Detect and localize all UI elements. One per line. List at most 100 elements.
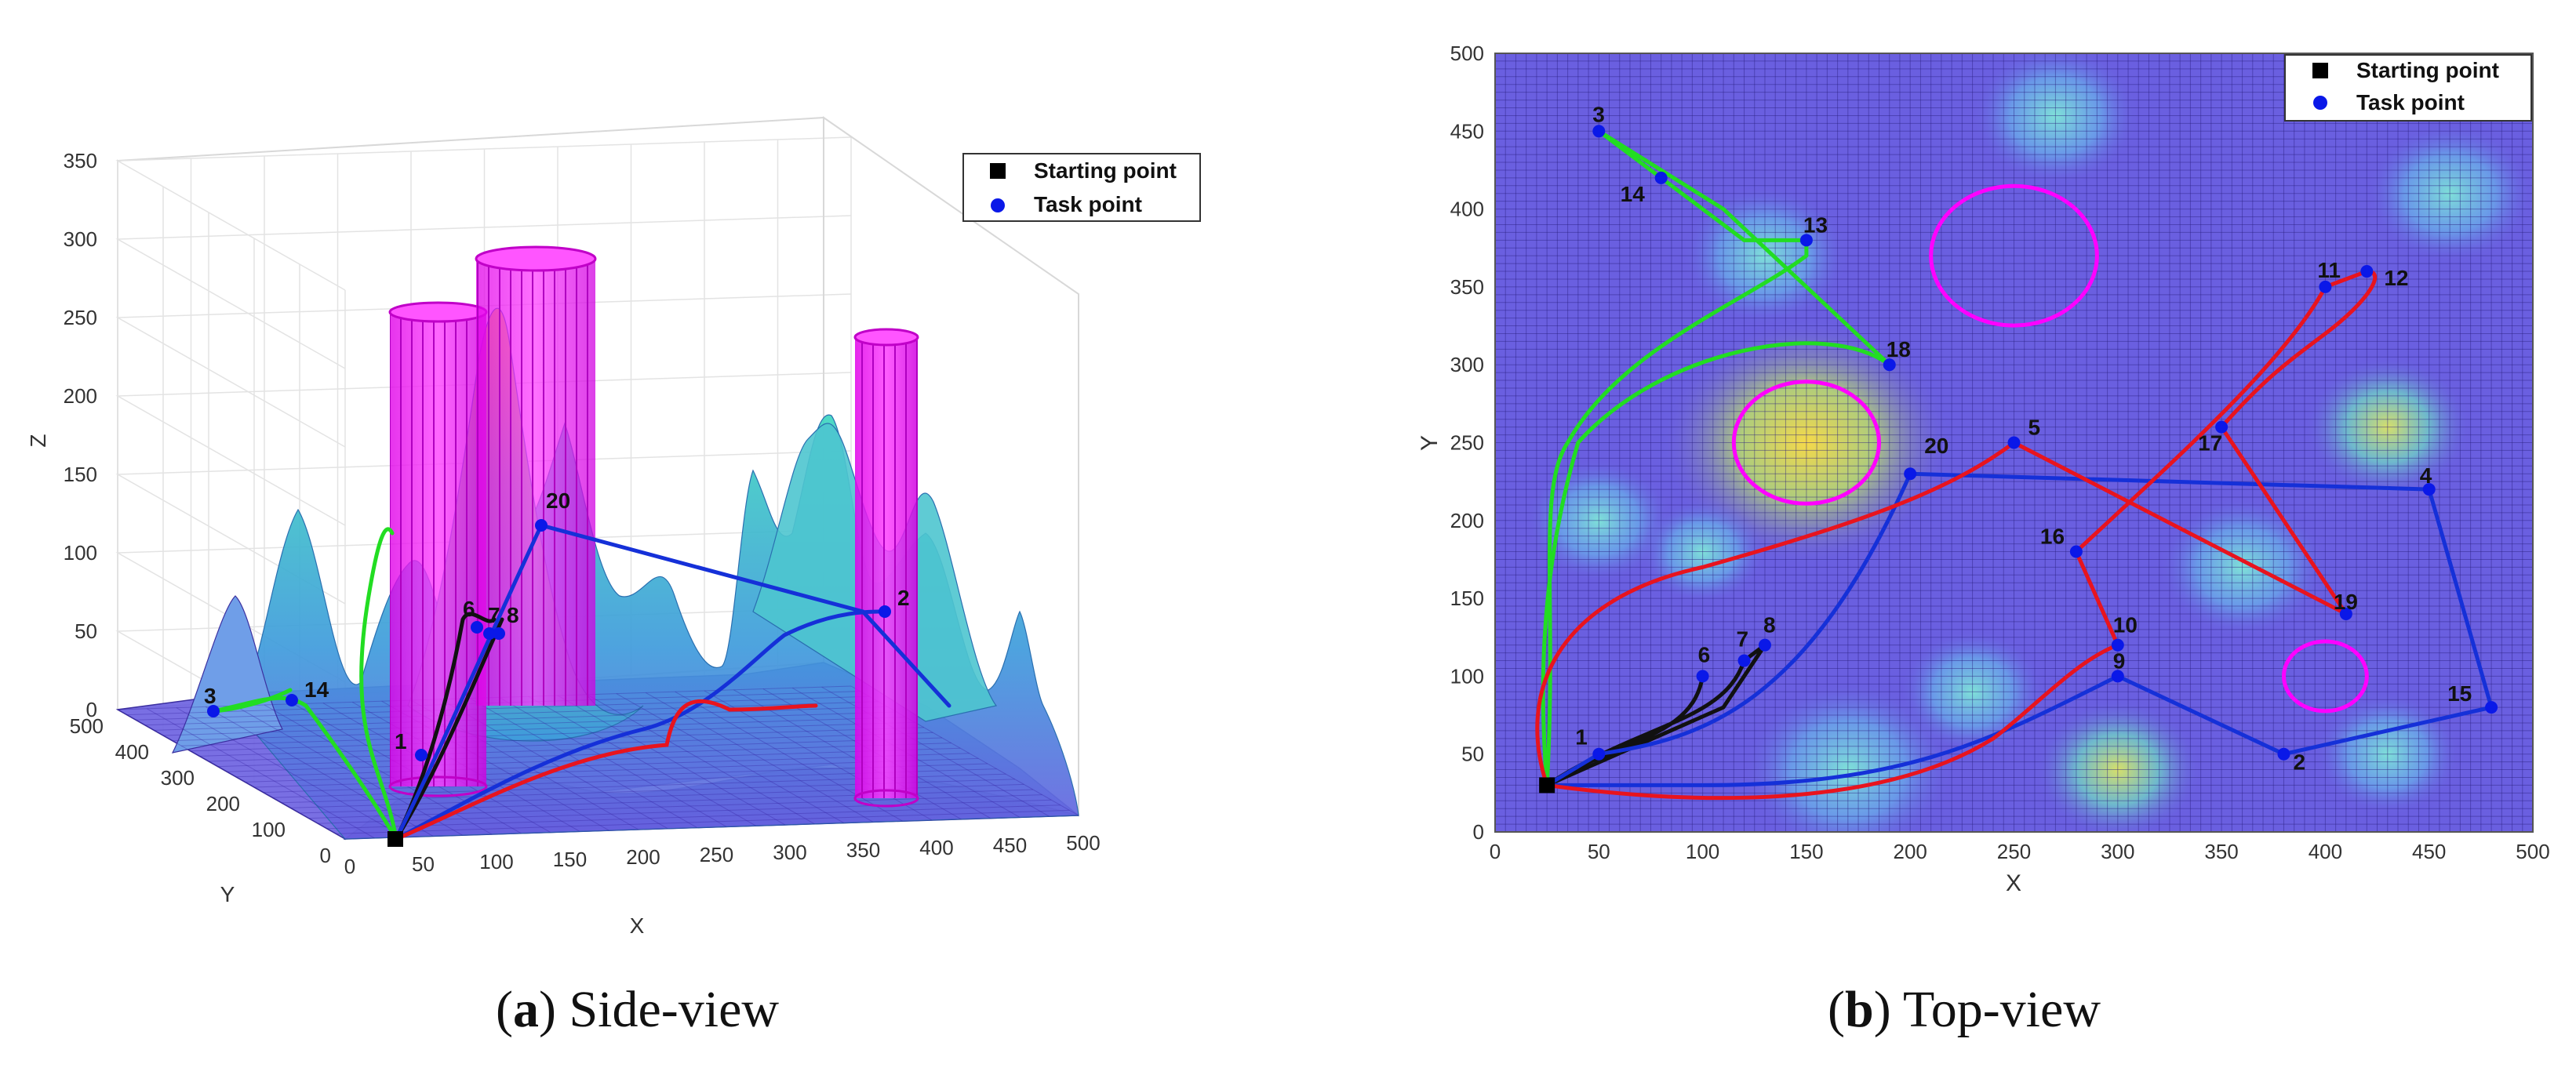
top-ytick: 0: [1473, 820, 1484, 844]
side-xtick: 300: [773, 841, 806, 864]
top-legend-start-marker: [2312, 63, 2328, 78]
mesh-line: [528, 695, 756, 826]
top-xtick: 150: [1789, 840, 1823, 863]
side-task-point-label-14: 14: [304, 677, 329, 702]
side-task-point-label-8: 8: [507, 603, 519, 627]
side-view-chart: 1 2 3 6 7 8 14 20 0 50 100 150 200 250 300 350 400 450 50…: [26, 116, 1201, 938]
task-point-label-11: 11: [2317, 258, 2341, 282]
top-ytick: 300: [1450, 353, 1484, 376]
task-point-label-1: 1: [1575, 725, 1588, 750]
mesh-line: [326, 804, 1061, 830]
side-xtick: 100: [479, 850, 513, 873]
heat-blob: [2159, 496, 2326, 638]
task-point-6: [1696, 670, 1709, 683]
side-task-point-20: [535, 519, 548, 532]
mesh-line: [498, 696, 727, 827]
top-obstacles: [1731, 183, 2369, 714]
heat-blob: [1526, 459, 1672, 583]
mesh-line: [117, 709, 346, 840]
side-route-blue-2: [394, 609, 881, 841]
task-point-label-3: 3: [1592, 102, 1605, 126]
top-plot-frame: [1494, 53, 2534, 833]
top-ytick: 250: [1450, 431, 1484, 455]
top-xtick: 300: [2101, 840, 2134, 863]
side-route-blue-1: [394, 523, 951, 841]
side-task-point-label-3: 3: [204, 684, 216, 708]
side-route-green-short: [211, 688, 293, 714]
mesh-line: [172, 717, 906, 742]
side-xtick: 500: [1066, 831, 1100, 855]
side-ytick: 100: [252, 818, 286, 841]
side-task-point-3: [207, 705, 220, 717]
mesh-line: [675, 691, 903, 822]
side-task-points: 1 2 3 6 7 8 14 20: [204, 488, 910, 761]
mesh-line: [733, 689, 962, 820]
side-ytick: 400: [115, 740, 149, 764]
obstacle-circle-1: [1929, 183, 2099, 328]
side-xtick: 150: [553, 848, 587, 871]
task-point-label-6: 6: [1698, 642, 1711, 666]
mesh-line: [181, 721, 915, 746]
top-ytick: 50: [1461, 743, 1484, 766]
task-point-11: [2319, 280, 2332, 293]
task-point-label-14: 14: [1621, 182, 1646, 206]
side-xtick: 400: [919, 836, 953, 859]
task-point-12: [2360, 265, 2374, 278]
side-ztick: 250: [64, 306, 97, 329]
side-ztick: 200: [64, 384, 97, 408]
top-ytick: 350: [1450, 275, 1484, 299]
side-ytick: 300: [161, 766, 195, 790]
top-xtick: 250: [1997, 840, 2031, 863]
task-point-label-12: 12: [2384, 266, 2408, 290]
side-legend: Starting point Task point: [962, 153, 1201, 222]
task-point-13: [1799, 234, 1813, 247]
top-route-green: [1541, 129, 1892, 787]
task-point-label-13: 13: [1803, 212, 1828, 237]
side-task-point-1: [415, 749, 428, 761]
side-legend-start-marker: [990, 163, 1006, 179]
side-xtick: 350: [846, 838, 880, 862]
task-point-18: [1883, 358, 1896, 372]
task-point-label-9: 9: [2113, 648, 2126, 673]
mesh-line: [336, 809, 1070, 834]
mesh-line: [469, 698, 698, 829]
top-xtick: 100: [1686, 840, 1719, 863]
task-point-8: [1758, 638, 1771, 652]
task-point-19: [2339, 607, 2352, 620]
side-routes: [211, 523, 951, 841]
top-ylabel: Y: [1417, 435, 1443, 451]
heat-blob: [1640, 499, 1765, 605]
mesh-line: [587, 694, 815, 825]
task-point-label-15: 15: [2447, 681, 2472, 706]
task-point-label-7: 7: [1737, 627, 1749, 652]
side-task-point-14: [286, 694, 298, 706]
task-point-label-4: 4: [2420, 463, 2432, 488]
side-task-point-7: [483, 627, 496, 640]
side-legend-task-marker: [991, 198, 1005, 212]
top-ytick: 500: [1450, 42, 1484, 65]
side-route-red: [394, 699, 818, 841]
side-xtick: 450: [993, 833, 1027, 857]
side-ztick: 0: [86, 698, 97, 721]
mesh-line: [217, 743, 951, 768]
side-xtick: 0: [344, 855, 355, 878]
obstacle-cylinder-3: [853, 328, 919, 808]
side-task-point-label-2: 2: [897, 586, 910, 610]
caption-b-letter: b: [1844, 981, 1874, 1038]
side-task-point-label-6: 6: [463, 597, 475, 621]
task-point-7: [1737, 654, 1751, 667]
side-task-point-8: [493, 627, 505, 640]
task-point-label-16: 16: [2040, 525, 2065, 549]
side-start-point: [387, 831, 403, 847]
top-route-blue: [1545, 471, 2494, 787]
top-legend-task-marker: [2313, 96, 2327, 110]
task-point-4: [2422, 483, 2436, 496]
side-ylabel: Y: [220, 882, 235, 906]
mesh-line: [344, 815, 1079, 840]
mesh-line: [308, 794, 1042, 819]
mesh-line: [190, 727, 924, 752]
top-xtick: 450: [2412, 840, 2446, 863]
top-xlabel: X: [2006, 870, 2021, 896]
